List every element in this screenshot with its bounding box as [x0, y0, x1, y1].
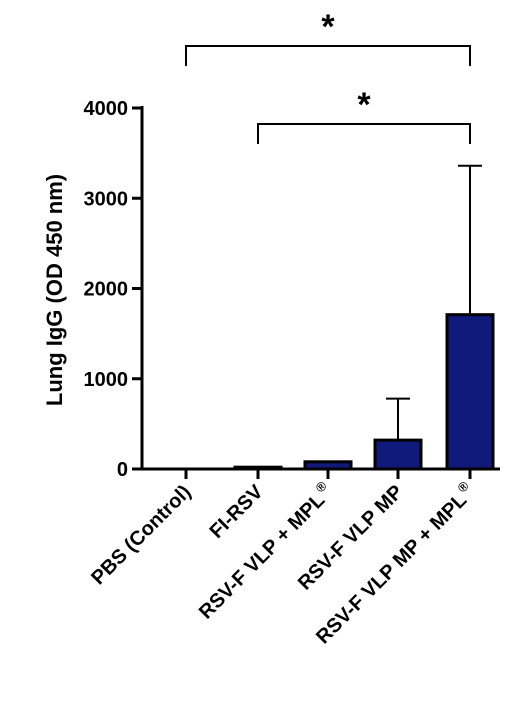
- bars: [233, 313, 495, 471]
- y-tick-label: 3000: [84, 188, 129, 210]
- bar: [233, 465, 283, 471]
- significance-brackets: **: [185, 8, 471, 144]
- y-tick-label: 1000: [84, 369, 129, 391]
- bar: [445, 313, 495, 471]
- x-tick-label: PBS (Control): [87, 481, 195, 589]
- y-tick-label: 0: [117, 459, 128, 481]
- y-tick-label: 4000: [84, 98, 129, 120]
- category-name: RSV-F VLP MP + MPL: [312, 489, 471, 648]
- category-name: RSV-F VLP + MPL: [195, 489, 329, 623]
- x-tick-label: FI-RSV: [206, 481, 268, 543]
- significance-star: *: [357, 86, 371, 124]
- category-name: FI-RSV: [206, 481, 268, 543]
- error-bars: [386, 164, 482, 441]
- axes: 0 1000 2000 3000 4000: [84, 98, 500, 481]
- y-tick-label: 2000: [84, 279, 129, 301]
- y-axis-title: Lung IgG (OD 450 nm): [42, 174, 67, 406]
- bar: [303, 460, 353, 471]
- significance-bracket: [257, 123, 471, 144]
- bar: [373, 438, 423, 471]
- category-name: PBS (Control): [87, 481, 195, 589]
- significance-bracket: [185, 45, 471, 66]
- significance-star: *: [321, 8, 335, 46]
- x-tick-label: RSV-F VLP + MPL®: [192, 478, 338, 624]
